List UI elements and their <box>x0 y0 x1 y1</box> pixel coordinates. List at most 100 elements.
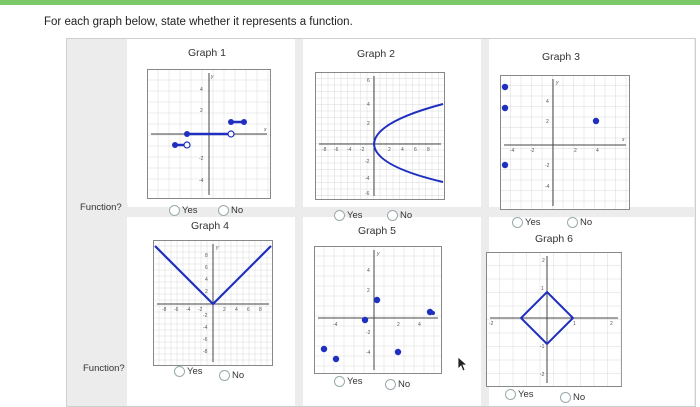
g3-point <box>592 117 600 125</box>
g2-xtick-neg2: -2 <box>360 147 365 153</box>
g2-xtick-neg4: -4 <box>347 147 352 153</box>
graph-3-title: Graph 3 <box>542 51 580 63</box>
g4-xtick-4: 4 <box>235 307 238 313</box>
g1-point <box>172 142 178 148</box>
graph-3-plot: y x 4 2 -2 -4 -4 -2 2 4 <box>500 75 630 210</box>
svg-text:y: y <box>376 251 380 257</box>
radio-icon[interactable] <box>385 379 396 390</box>
row-2-function-label: Function? <box>83 363 125 374</box>
g4-xtick-neg8: -8 <box>162 307 167 313</box>
graph-3-yes-option[interactable]: Yes <box>512 217 541 228</box>
g1-ytick-neg4: -4 <box>199 178 204 184</box>
radio-icon[interactable] <box>218 205 229 216</box>
g4-ytick-neg4: -4 <box>203 325 208 331</box>
g5-point <box>394 348 402 356</box>
g5-point <box>373 296 381 304</box>
radio-icon[interactable] <box>334 376 345 387</box>
svg-text:x: x <box>621 137 625 143</box>
arrow-cursor-icon <box>457 356 469 377</box>
g3-ytick-neg4: -4 <box>545 184 550 190</box>
svg-text:x: x <box>263 127 267 133</box>
g4-ytick-neg8: -8 <box>203 349 208 355</box>
g5-ytick-neg2: -2 <box>366 330 371 336</box>
g5-ytick-neg4: -4 <box>366 350 371 356</box>
radio-icon[interactable] <box>334 210 345 221</box>
g5-xtick-neg4: -4 <box>333 322 338 328</box>
g1-ytick-neg2: -2 <box>199 156 204 162</box>
g2-xtick-neg8: -8 <box>322 147 327 153</box>
svg-text:y: y <box>555 80 559 86</box>
graph-1-yes-option[interactable]: Yes <box>169 205 198 216</box>
graph-5-yes-option[interactable]: Yes <box>334 376 363 387</box>
graph-1-no-option[interactable]: No <box>218 205 243 216</box>
graph-4-title: Graph 4 <box>191 220 229 232</box>
radio-icon[interactable] <box>169 205 180 216</box>
g4-ytick-neg2: -2 <box>203 313 208 319</box>
g5-point <box>431 311 435 315</box>
g1-point <box>241 119 247 125</box>
graph-6-no-option[interactable]: No <box>560 392 585 403</box>
graph-1-plot: y x 4 2 -2 -4 <box>147 69 271 199</box>
g4-curve <box>154 245 272 306</box>
g4-ytick-6: 6 <box>205 265 208 271</box>
g5-xtick-2: 2 <box>397 322 400 328</box>
graph-4-yes-option[interactable]: Yes <box>174 366 203 377</box>
g4-xtick-neg4: -4 <box>186 307 191 313</box>
g5-ytick-4: 4 <box>367 268 370 274</box>
g3-ytick-2: 2 <box>546 119 549 125</box>
g2-ytick-4: 4 <box>367 102 370 108</box>
radio-icon[interactable] <box>567 217 578 228</box>
g2-ytick-6: 6 <box>367 78 370 84</box>
graph-6-plot: 2 1 -1 -2 -2 1 2 <box>486 252 622 387</box>
graph-4-plot: y 8 6 4 2 -2 -4 -6 -8 -8 -6 -4 -2 2 4 6 … <box>153 240 273 366</box>
radio-icon[interactable] <box>219 370 230 381</box>
radio-icon[interactable] <box>174 366 185 377</box>
g6-xtick-2: 2 <box>610 321 613 327</box>
g6-xtick-neg2: -2 <box>489 321 494 327</box>
radio-icon[interactable] <box>560 392 571 403</box>
graph-5-no-option[interactable]: No <box>385 379 410 390</box>
g3-xtick-neg4: -4 <box>510 148 515 154</box>
g5-point <box>320 345 328 353</box>
g4-ytick-4: 4 <box>205 277 208 283</box>
graph-2-yes-option[interactable]: Yes <box>334 210 363 221</box>
graph-1-title: Graph 1 <box>188 47 226 59</box>
g2-xtick-neg6: -6 <box>334 147 339 153</box>
radio-icon[interactable] <box>387 210 398 221</box>
g5-ytick-2: 2 <box>367 288 370 294</box>
g2-curve <box>372 103 444 183</box>
g1-point <box>184 131 190 137</box>
svg-text:y: y <box>215 245 219 251</box>
g2-xtick-4: 4 <box>401 147 404 153</box>
g6-xtick-1: 1 <box>573 321 576 327</box>
g4-ytick-8: 8 <box>205 253 208 259</box>
graph-2-title: Graph 2 <box>357 48 395 60</box>
top-accent-bar <box>0 0 700 5</box>
g5-point <box>361 316 369 324</box>
g3-xtick-neg2: -2 <box>530 148 535 154</box>
g3-point <box>501 83 509 91</box>
g4-xtick-8: 8 <box>259 307 262 313</box>
g3-xtick-2: 2 <box>574 148 577 154</box>
graph-6-yes-option[interactable]: Yes <box>505 389 534 400</box>
g4-xtick-neg6: -6 <box>174 307 179 313</box>
graph-6-title: Graph 6 <box>535 233 573 245</box>
g2-ytick-neg2: -2 <box>365 159 370 165</box>
graph-2-no-option[interactable]: No <box>387 210 412 221</box>
g2-ytick-neg4: -4 <box>365 176 370 182</box>
g3-point <box>501 104 509 112</box>
row-1-function-label: Function? <box>80 202 122 213</box>
g2-xtick-8: 8 <box>427 147 430 153</box>
graph-5-plot: y 4 2 -2 -4 -4 2 4 <box>314 246 442 374</box>
g2-ytick-neg6: -6 <box>365 191 370 197</box>
radio-icon[interactable] <box>505 389 516 400</box>
g6-ytick-2: 2 <box>542 258 545 264</box>
g1-ytick-4: 4 <box>200 87 203 93</box>
g4-ytick-2: 2 <box>205 289 208 295</box>
graph-3-no-option[interactable]: No <box>567 217 592 228</box>
radio-icon[interactable] <box>512 217 523 228</box>
graph-4-no-option[interactable]: No <box>219 370 244 381</box>
g4-xtick-neg2: -2 <box>198 307 203 313</box>
g6-ytick-neg2: -2 <box>540 372 545 378</box>
g2-xtick-6: 6 <box>414 147 417 153</box>
